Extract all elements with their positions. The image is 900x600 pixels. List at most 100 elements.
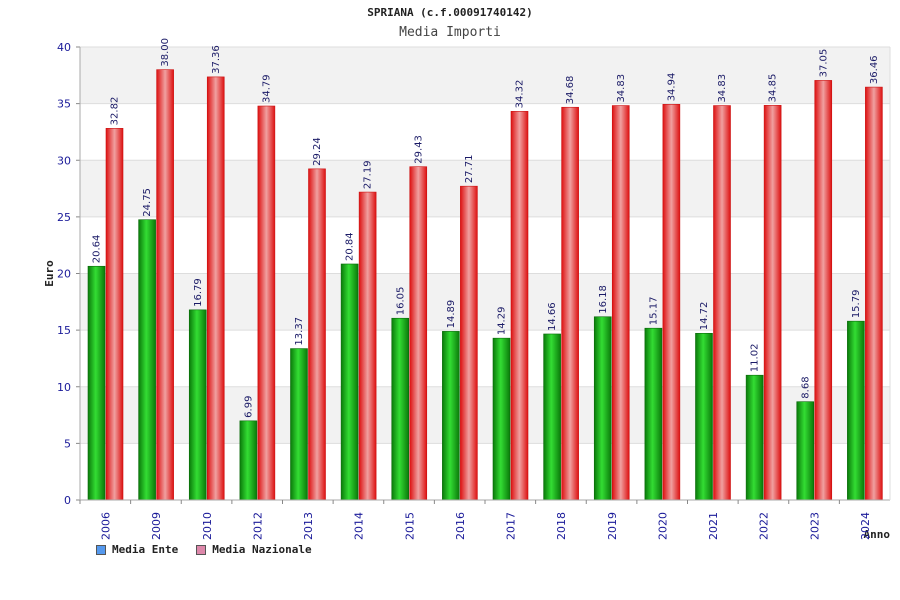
x-axis-title: Anno: [864, 528, 891, 541]
bar-media-ente: [138, 219, 156, 501]
bar-media-ente: [391, 317, 410, 501]
bar-media-nazionale: [814, 80, 833, 501]
bar-media-ente: [593, 316, 612, 501]
x-tick-label: 2009: [150, 512, 163, 540]
bar-media-nazionale: [865, 86, 883, 501]
data-label: 14.29: [497, 307, 508, 336]
data-label: 11.02: [750, 344, 761, 373]
data-label: 34.68: [565, 76, 576, 105]
data-label: 36.46: [869, 55, 880, 84]
x-tick-label: 2020: [656, 512, 669, 540]
data-label: 6.99: [243, 396, 254, 418]
x-tick-label: 2013: [302, 512, 315, 540]
data-label: 27.19: [363, 160, 374, 189]
legend-swatch-media-ente: [96, 544, 106, 555]
data-label: 8.68: [800, 376, 811, 398]
bar-media-nazionale: [561, 106, 579, 501]
legend: Media Ente Media Nazionale: [96, 543, 312, 556]
legend-label-media-ente: Media Ente: [112, 543, 179, 556]
bar-media-nazionale: [713, 105, 731, 501]
bar-media-ente: [644, 327, 663, 501]
data-label: 27.71: [464, 155, 475, 184]
chart-subtitle: Media Importi: [399, 25, 501, 40]
y-tick-label: 25: [57, 211, 71, 224]
legend-item-media-ente[interactable]: Media Ente: [96, 543, 178, 556]
data-label: 34.32: [515, 80, 526, 109]
y-tick-label: 40: [57, 41, 71, 54]
x-tick-label: 2018: [555, 512, 568, 540]
y-tick-label: 20: [57, 268, 71, 281]
data-label: 29.24: [312, 137, 323, 166]
chart-title: SPRIANA (c.f.00091740142): [367, 6, 533, 19]
bar-media-ente: [492, 337, 511, 501]
bar-media-nazionale: [409, 166, 428, 501]
data-label: 32.82: [110, 97, 121, 126]
bar-media-ente: [442, 331, 460, 501]
bar-media-nazionale: [763, 105, 782, 501]
bar-media-nazionale: [308, 168, 326, 501]
data-label: 20.64: [92, 235, 103, 264]
data-label: 13.37: [294, 317, 305, 346]
bar-media-nazionale: [156, 69, 174, 501]
data-label: 34.94: [666, 73, 677, 102]
data-label: 15.17: [648, 297, 659, 326]
x-tick-label: 2016: [454, 512, 467, 540]
data-label: 29.43: [413, 135, 424, 164]
bar-media-ente: [847, 320, 865, 501]
x-tick-label: 2012: [251, 512, 264, 540]
data-label: 16.18: [598, 285, 609, 314]
x-tick-label: 2023: [808, 512, 821, 540]
y-tick-label: 30: [57, 154, 71, 167]
x-tick-label: 2024: [859, 512, 872, 540]
legend-label-media-nazionale: Media Nazionale: [212, 543, 312, 556]
bar-media-ente: [745, 374, 764, 501]
x-tick-label: 2021: [707, 512, 720, 540]
data-label: 14.72: [699, 302, 710, 331]
data-label: 34.83: [616, 74, 627, 103]
bar-media-ente: [239, 420, 258, 501]
x-tick-label: 2006: [100, 512, 113, 540]
bar-media-ente: [87, 265, 106, 501]
y-tick-label: 5: [64, 437, 71, 450]
bar-media-nazionale: [257, 105, 276, 501]
y-tick-label: 35: [57, 98, 71, 111]
data-label: 20.84: [345, 232, 356, 261]
x-tick-label: 2014: [353, 512, 366, 540]
data-label: 14.89: [446, 300, 457, 329]
bar-media-nazionale: [206, 76, 225, 501]
data-label: 38.00: [160, 38, 171, 67]
data-label: 37.36: [211, 45, 222, 74]
data-label: 37.05: [818, 49, 829, 78]
bar-media-nazionale: [105, 128, 124, 501]
x-tick-label: 2019: [606, 512, 619, 540]
bar-media-nazionale: [460, 185, 478, 501]
bar-media-ente: [796, 401, 815, 501]
bar-media-nazionale: [510, 111, 529, 501]
x-tick-label: 2010: [201, 512, 214, 540]
x-tick-label: 2017: [505, 512, 518, 540]
data-label: 24.75: [142, 188, 153, 217]
bar-media-ente: [340, 263, 359, 501]
x-tick-label: 2022: [758, 512, 771, 540]
y-tick-label: 0: [64, 494, 71, 507]
bar-media-nazionale: [662, 104, 681, 501]
data-label: 34.85: [768, 74, 779, 103]
bar-media-ente: [290, 348, 308, 501]
data-label: 16.79: [193, 278, 204, 307]
bar-media-ente: [695, 332, 713, 501]
data-label: 34.79: [261, 74, 272, 103]
data-label: 34.83: [717, 74, 728, 103]
bar-media-ente: [188, 309, 207, 501]
bar-media-nazionale: [358, 191, 377, 501]
x-tick-label: 2015: [403, 512, 416, 540]
y-axis-title: Euro: [43, 260, 56, 287]
bar-media-ente: [543, 333, 561, 501]
y-tick-label: 15: [57, 324, 71, 337]
data-label: 16.05: [395, 287, 406, 316]
bar-media-nazionale: [611, 105, 630, 501]
data-label: 15.79: [851, 290, 862, 319]
data-label: 14.66: [547, 302, 558, 331]
legend-item-media-nazionale[interactable]: Media Nazionale: [196, 543, 312, 556]
legend-swatch-media-nazionale: [196, 544, 207, 555]
